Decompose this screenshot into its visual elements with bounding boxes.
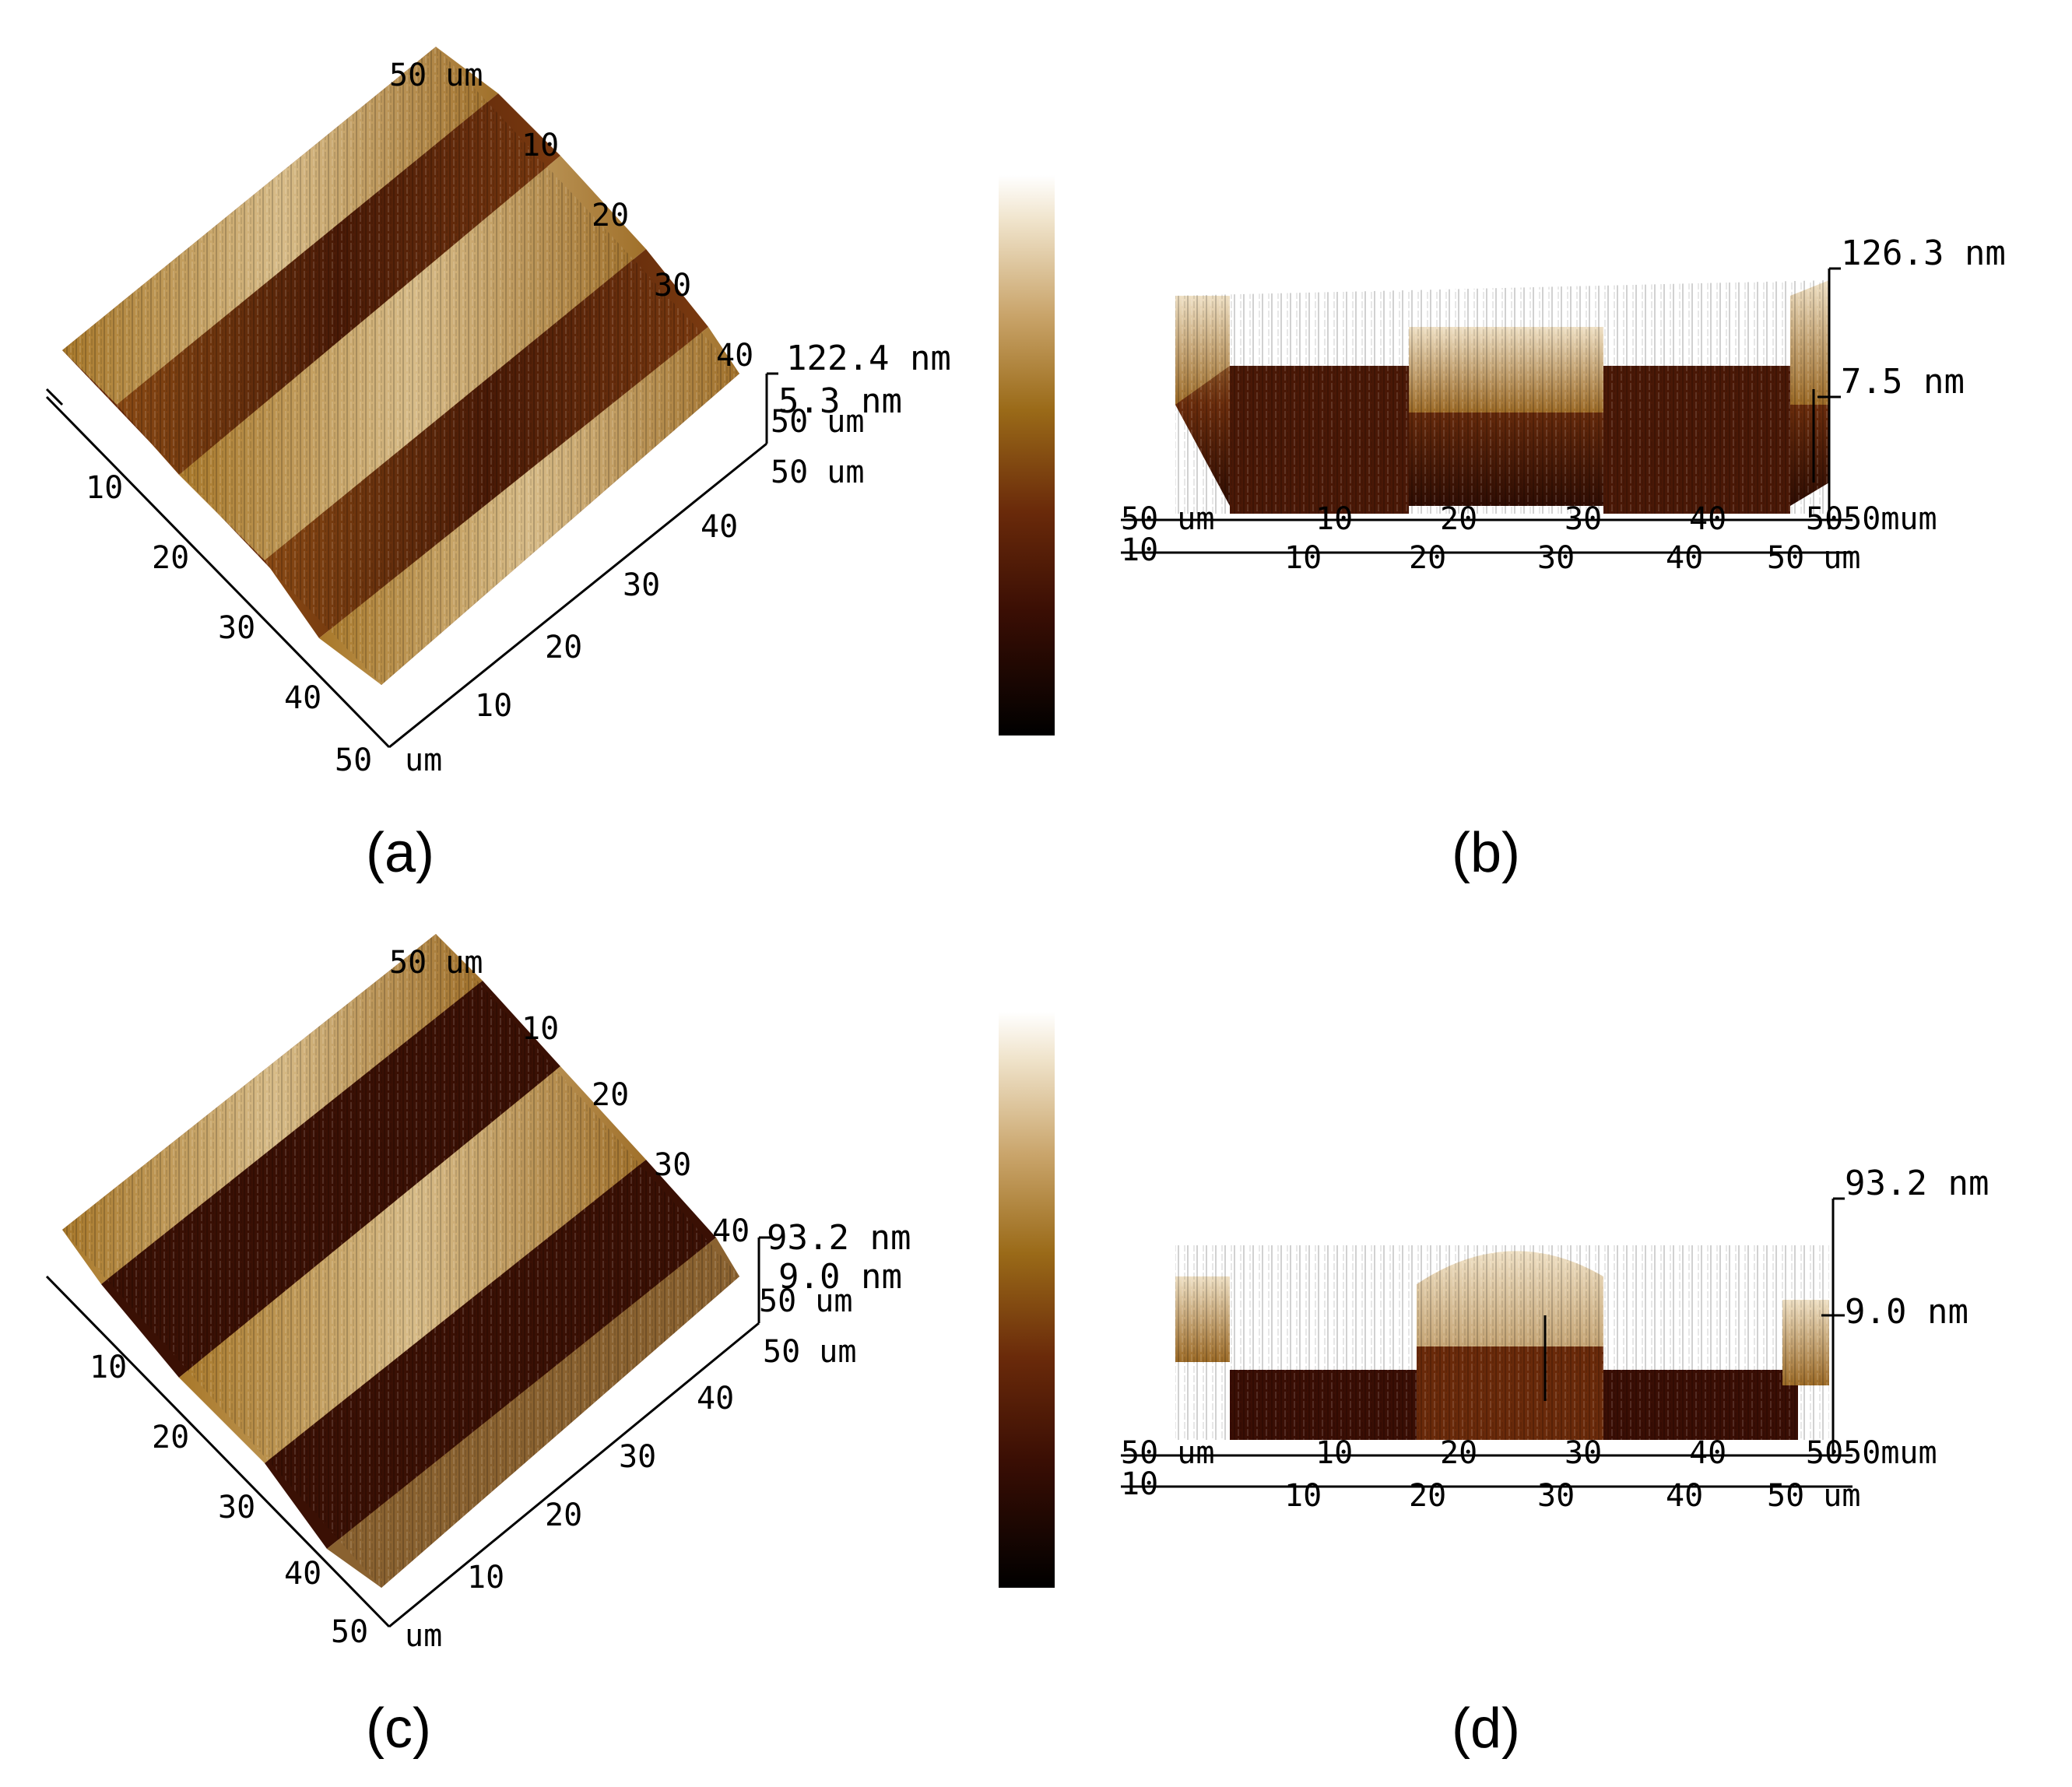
- z-mid-label: 9.0 nm: [778, 1257, 902, 1297]
- surface-side-d: [1175, 1245, 1829, 1440]
- z-max-label: 122.4 nm: [786, 339, 951, 378]
- front-tick-40: 40: [701, 509, 738, 545]
- lower-tick-20: 20: [1409, 1478, 1446, 1514]
- left-axis-end-label: 50: [331, 1614, 368, 1650]
- upper-tick-10: 10: [1315, 1435, 1353, 1471]
- caption-a: (a): [366, 822, 434, 884]
- upper-tick-40: 40: [1689, 501, 1726, 537]
- front-tick-30: 30: [619, 1439, 656, 1475]
- caption-d: (d): [1452, 1697, 1520, 1760]
- color-scale-bar-bottom: [999, 1012, 1055, 1588]
- panel-c: 50 um 10 20 30 40 93.2 nm 9.0 nm 50 um 5…: [45, 934, 911, 1760]
- axes-3d-c: [45, 1236, 771, 1628]
- lower-tick-50: 50 um: [1767, 540, 1860, 576]
- z-max-label: 93.2 nm: [767, 1218, 911, 1258]
- right-tick-40: 40: [712, 1213, 750, 1249]
- upper-tick-20: 20: [1440, 1435, 1477, 1471]
- right-tick-40: 40: [716, 338, 753, 374]
- front-tick-10: 10: [467, 1560, 504, 1596]
- left-tick-20: 20: [152, 1420, 189, 1455]
- surface-side-b: [1175, 280, 1829, 514]
- y-axis-top-label: 50 um: [389, 945, 483, 981]
- color-scale-bar-top: [999, 175, 1055, 736]
- lower-tick-40: 40: [1666, 1478, 1703, 1514]
- axis-overlap-label: 50 um: [759, 1283, 852, 1319]
- surface-3d-c: [62, 934, 739, 1588]
- corner-unit-label: um: [405, 743, 442, 778]
- right-tick-10: 10: [522, 128, 559, 163]
- axes-3d-a: [45, 372, 778, 749]
- lower-left-label: 10: [1121, 532, 1158, 568]
- upper-tick-20: 20: [1440, 501, 1477, 537]
- z-mid-label: 7.5 nm: [1841, 362, 1965, 402]
- caption-b: (b): [1452, 822, 1520, 884]
- upper-right-label: 5050mum: [1806, 1435, 1937, 1471]
- left-tick-10: 10: [86, 470, 123, 506]
- right-axis-end-label: 50 um: [763, 1334, 856, 1370]
- lower-tick-10: 10: [1284, 1478, 1322, 1514]
- left-tick-40: 40: [284, 680, 321, 716]
- right-tick-20: 20: [592, 198, 629, 233]
- upper-tick-30: 30: [1565, 501, 1602, 537]
- upper-tick-30: 30: [1565, 1435, 1602, 1471]
- z-mid-label: 9.0 nm: [1845, 1292, 1968, 1332]
- panel-a: 50 um 10 20 30 40 122.4 nm 5.3 nm 50 um …: [45, 47, 951, 884]
- axes-side-b: [1121, 267, 1853, 554]
- left-tick-10: 10: [90, 1350, 127, 1385]
- y-axis-top-label: 50 um: [389, 58, 483, 93]
- panel-b: 126.3 nm 7.5 nm 50 um 10 20 30 40 5050mu…: [1121, 233, 2006, 884]
- left-tick-30: 30: [218, 610, 255, 646]
- z-max-label: 93.2 nm: [1845, 1164, 1989, 1203]
- lower-left-label: 10: [1121, 1466, 1158, 1502]
- left-tick-30: 30: [218, 1490, 255, 1525]
- axes-side-d: [1121, 1197, 1853, 1488]
- right-tick-10: 10: [522, 1011, 559, 1047]
- surface-3d-a: [62, 47, 739, 685]
- lower-tick-40: 40: [1666, 540, 1703, 576]
- front-tick-40: 40: [697, 1381, 734, 1417]
- upper-left-label: 50 um: [1121, 1435, 1214, 1471]
- left-tick-20: 20: [152, 540, 189, 576]
- front-tick-20: 20: [545, 1497, 582, 1533]
- right-tick-30: 30: [654, 268, 691, 304]
- front-tick-10: 10: [475, 688, 512, 724]
- left-axis-end-label: 50: [335, 743, 372, 778]
- upper-right-label: 5050mum: [1806, 501, 1937, 537]
- z-max-label: 126.3 nm: [1841, 233, 2006, 273]
- axis-overlap-label: 50 um: [771, 404, 864, 440]
- right-axis-end-label: 50 um: [771, 455, 864, 490]
- right-tick-20: 20: [592, 1077, 629, 1113]
- corner-unit-label: um: [405, 1618, 442, 1654]
- upper-tick-40: 40: [1689, 1435, 1726, 1471]
- lower-tick-30: 30: [1537, 1478, 1575, 1514]
- lower-tick-20: 20: [1409, 540, 1446, 576]
- right-tick-30: 30: [654, 1147, 691, 1183]
- lower-tick-30: 30: [1537, 540, 1575, 576]
- lower-tick-10: 10: [1284, 540, 1322, 576]
- z-mid-label: 5.3 nm: [778, 381, 902, 421]
- front-tick-20: 20: [545, 630, 582, 665]
- left-tick-40: 40: [284, 1556, 321, 1592]
- front-tick-30: 30: [623, 567, 660, 603]
- upper-tick-10: 10: [1315, 501, 1353, 537]
- caption-c: (c): [366, 1697, 431, 1760]
- upper-left-label: 50 um: [1121, 501, 1214, 537]
- panel-d: 93.2 nm 9.0 nm 50 um 10 20 30 40 5050mum…: [1121, 1164, 1989, 1760]
- lower-tick-50: 50 um: [1767, 1478, 1860, 1514]
